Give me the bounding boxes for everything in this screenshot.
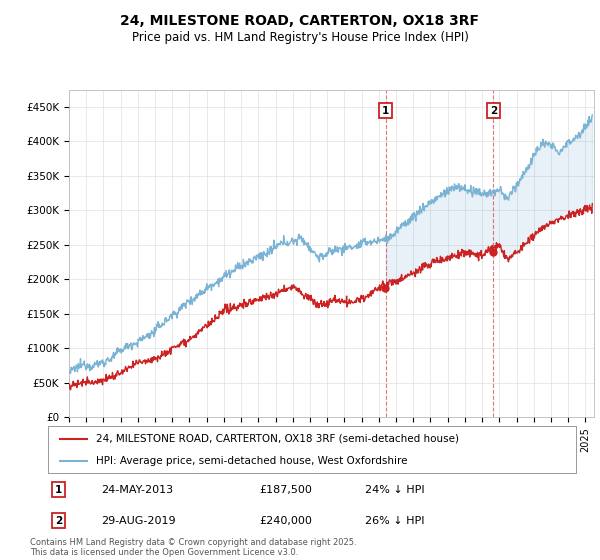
Text: £187,500: £187,500 xyxy=(259,484,312,494)
Text: 26% ↓ HPI: 26% ↓ HPI xyxy=(365,516,424,526)
Text: £240,000: £240,000 xyxy=(259,516,312,526)
Text: 1: 1 xyxy=(55,484,62,494)
Text: 24% ↓ HPI: 24% ↓ HPI xyxy=(365,484,424,494)
Text: Price paid vs. HM Land Registry's House Price Index (HPI): Price paid vs. HM Land Registry's House … xyxy=(131,31,469,44)
Text: HPI: Average price, semi-detached house, West Oxfordshire: HPI: Average price, semi-detached house,… xyxy=(95,456,407,466)
Text: Contains HM Land Registry data © Crown copyright and database right 2025.
This d: Contains HM Land Registry data © Crown c… xyxy=(30,538,356,557)
Text: 2: 2 xyxy=(55,516,62,526)
Text: 2: 2 xyxy=(490,106,497,116)
Text: 24, MILESTONE ROAD, CARTERTON, OX18 3RF: 24, MILESTONE ROAD, CARTERTON, OX18 3RF xyxy=(121,14,479,28)
Text: 1: 1 xyxy=(382,106,389,116)
Text: 29-AUG-2019: 29-AUG-2019 xyxy=(101,516,175,526)
Text: 24-MAY-2013: 24-MAY-2013 xyxy=(101,484,173,494)
Text: 24, MILESTONE ROAD, CARTERTON, OX18 3RF (semi-detached house): 24, MILESTONE ROAD, CARTERTON, OX18 3RF … xyxy=(95,434,458,444)
